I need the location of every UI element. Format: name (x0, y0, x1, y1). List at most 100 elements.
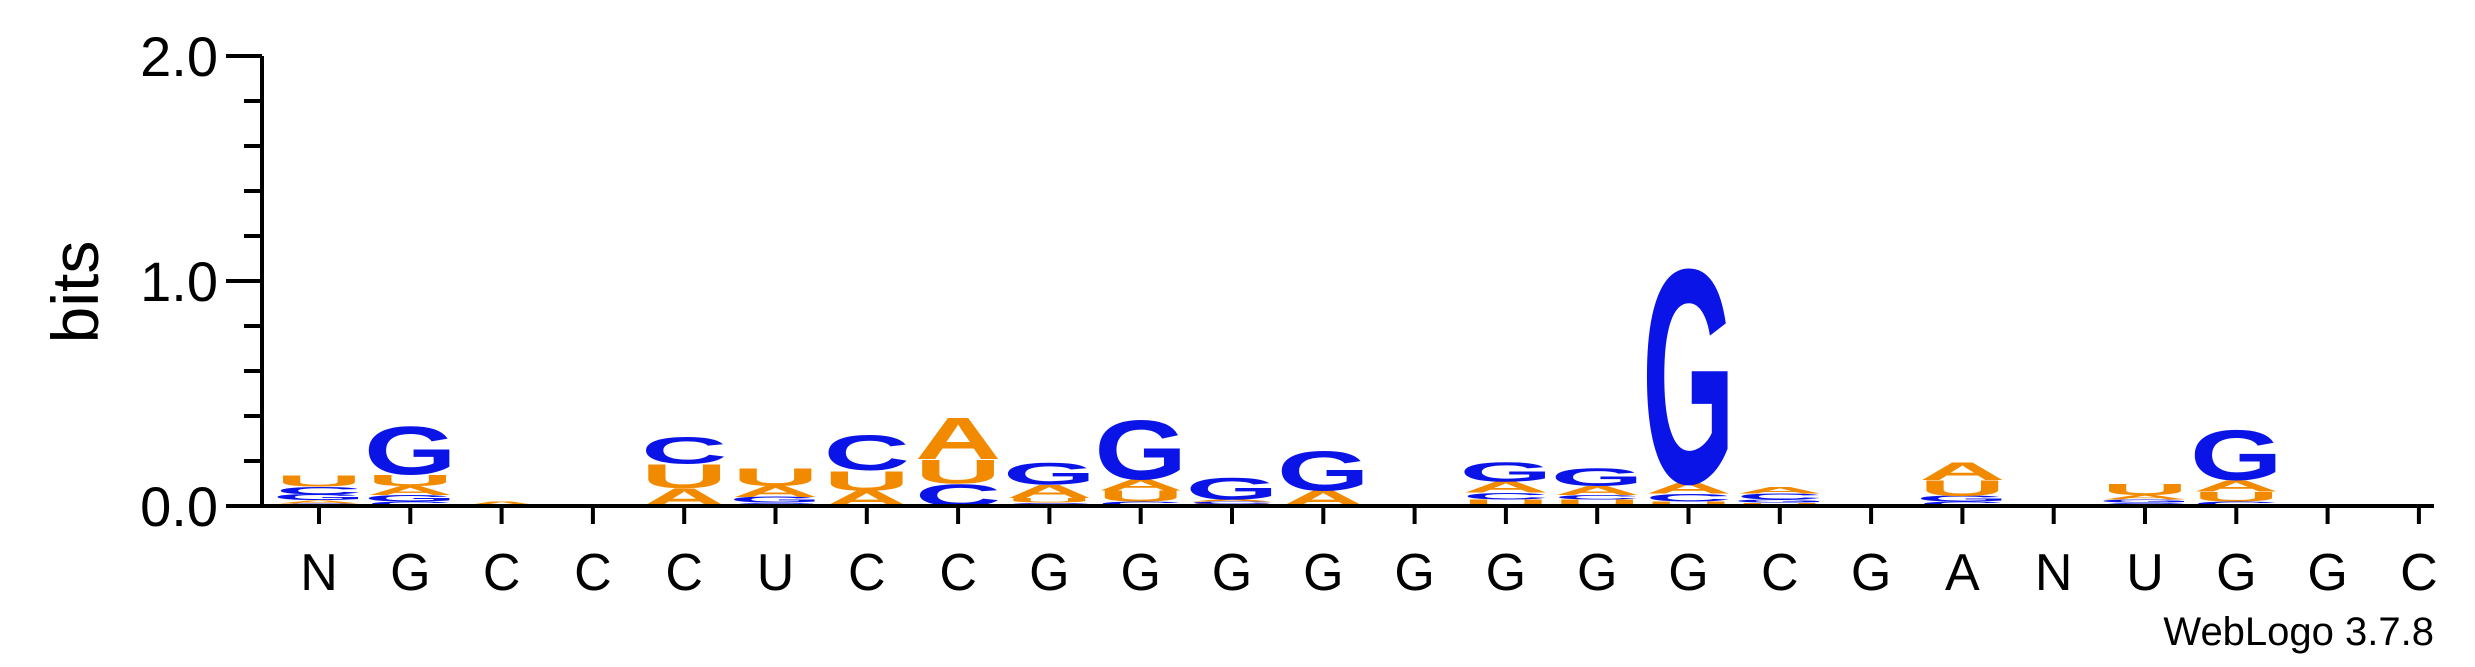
x-tick-label: A (1945, 544, 1980, 602)
glyph-a: A (276, 499, 362, 504)
glyph-a: A (1554, 483, 1640, 497)
glyph-c: C (276, 484, 362, 496)
glyph-a: A (2102, 494, 2188, 501)
x-tick-label: G (1486, 544, 1526, 602)
glyph-c: C (1189, 501, 1275, 504)
glyph-g: G (1459, 456, 1552, 487)
letter-stack: AUC (824, 425, 910, 511)
glyph-u: U (824, 465, 910, 496)
glyph-c: C (641, 429, 727, 471)
glyph-u: U (1554, 497, 1640, 508)
glyph-g: G (2190, 415, 2283, 495)
glyph-c: C (367, 500, 453, 507)
glyph-g: G (1733, 498, 1826, 503)
glyph-u: U (1919, 476, 2005, 500)
glyph-c: C (1554, 494, 1640, 501)
glyph-u: U (1098, 488, 1184, 505)
glyph-a: A (1189, 499, 1275, 502)
glyph-g: G (2099, 498, 2192, 503)
glyph-a: A (1737, 485, 1823, 496)
glyph-a: A (915, 405, 1001, 471)
glyph-g: G (364, 412, 457, 489)
x-tick-label: G (1668, 544, 1708, 602)
x-tick-label: G (1851, 544, 1891, 602)
glyph-g: G (1551, 463, 1644, 491)
glyph-a: A (1463, 479, 1549, 496)
glyph-a: A (732, 483, 818, 500)
glyph-g: G (1642, 207, 1735, 548)
glyph-a: A (1006, 481, 1092, 502)
y-axis: 0.0 1.0 2.0 (140, 25, 264, 538)
glyph-u: U (1645, 500, 1731, 507)
x-tick-label: G (1394, 544, 1434, 602)
glyph-u: U (1463, 497, 1549, 508)
glyph-g: G (1916, 494, 2009, 503)
x-tick-label: C (1761, 544, 1799, 602)
x-tick-label: C (939, 544, 977, 602)
glyph-u: U (641, 457, 727, 496)
x-tick-label: G (1212, 544, 1252, 602)
x-tick-label: C (574, 544, 612, 602)
x-tick-label: G (2216, 544, 2256, 602)
letter-stack: CUA (915, 405, 1001, 513)
glyph-c: C (824, 425, 910, 481)
glyph-a: A (1098, 476, 1184, 493)
glyph-g: G (273, 493, 366, 502)
x-tick-label: C (2400, 544, 2438, 602)
glyph-u: U (367, 472, 453, 489)
x-tick-label: G (2307, 544, 2347, 602)
y-tick-label: 2.0 (140, 25, 218, 88)
y-tick-label: 0.0 (140, 475, 218, 538)
glyph-a: A (1645, 480, 1731, 497)
glyph-g: G (1277, 439, 1370, 502)
x-tick-label: N (300, 544, 338, 602)
glyph-u: U (2193, 489, 2279, 505)
y-axis-label: bits (38, 241, 112, 344)
glyph-u: U (1006, 497, 1092, 504)
letter-stack: AUC (641, 429, 727, 511)
x-tick-label: N (2035, 544, 2073, 602)
glyph-c: C (1737, 492, 1823, 501)
glyph-c: C (1645, 492, 1731, 504)
glyph-g: G (729, 496, 822, 505)
glyph-a: A (367, 483, 453, 497)
glyph-g: G (1094, 402, 1187, 497)
x-tick-label: C (665, 544, 703, 602)
letter-stack: AG (1277, 439, 1370, 511)
x-tick-label: C (483, 544, 521, 602)
weblogo-credit: WebLogo 3.7.8 (2163, 610, 2434, 654)
glyph-a: A (458, 500, 544, 507)
glyph-a: A (1919, 458, 2005, 486)
glyph-u: U (732, 463, 818, 491)
letter-stack: A (458, 500, 544, 507)
glyph-u: U (276, 472, 362, 489)
glyph-a: A (2193, 477, 2279, 494)
x-tick-label: G (1029, 544, 1069, 602)
glyph-u: U (915, 452, 1001, 491)
glyph-c: C (1098, 500, 1184, 507)
x-tick-label: G (1577, 544, 1617, 602)
x-tick-label: U (2126, 544, 2164, 602)
glyph-g: G (1186, 471, 1279, 506)
glyph-g: G (364, 493, 457, 504)
x-tick-label: U (757, 544, 795, 602)
glyph-c: C (1463, 491, 1549, 502)
glyph-g: G (1003, 457, 1096, 492)
glyph-c: C (2193, 500, 2279, 507)
